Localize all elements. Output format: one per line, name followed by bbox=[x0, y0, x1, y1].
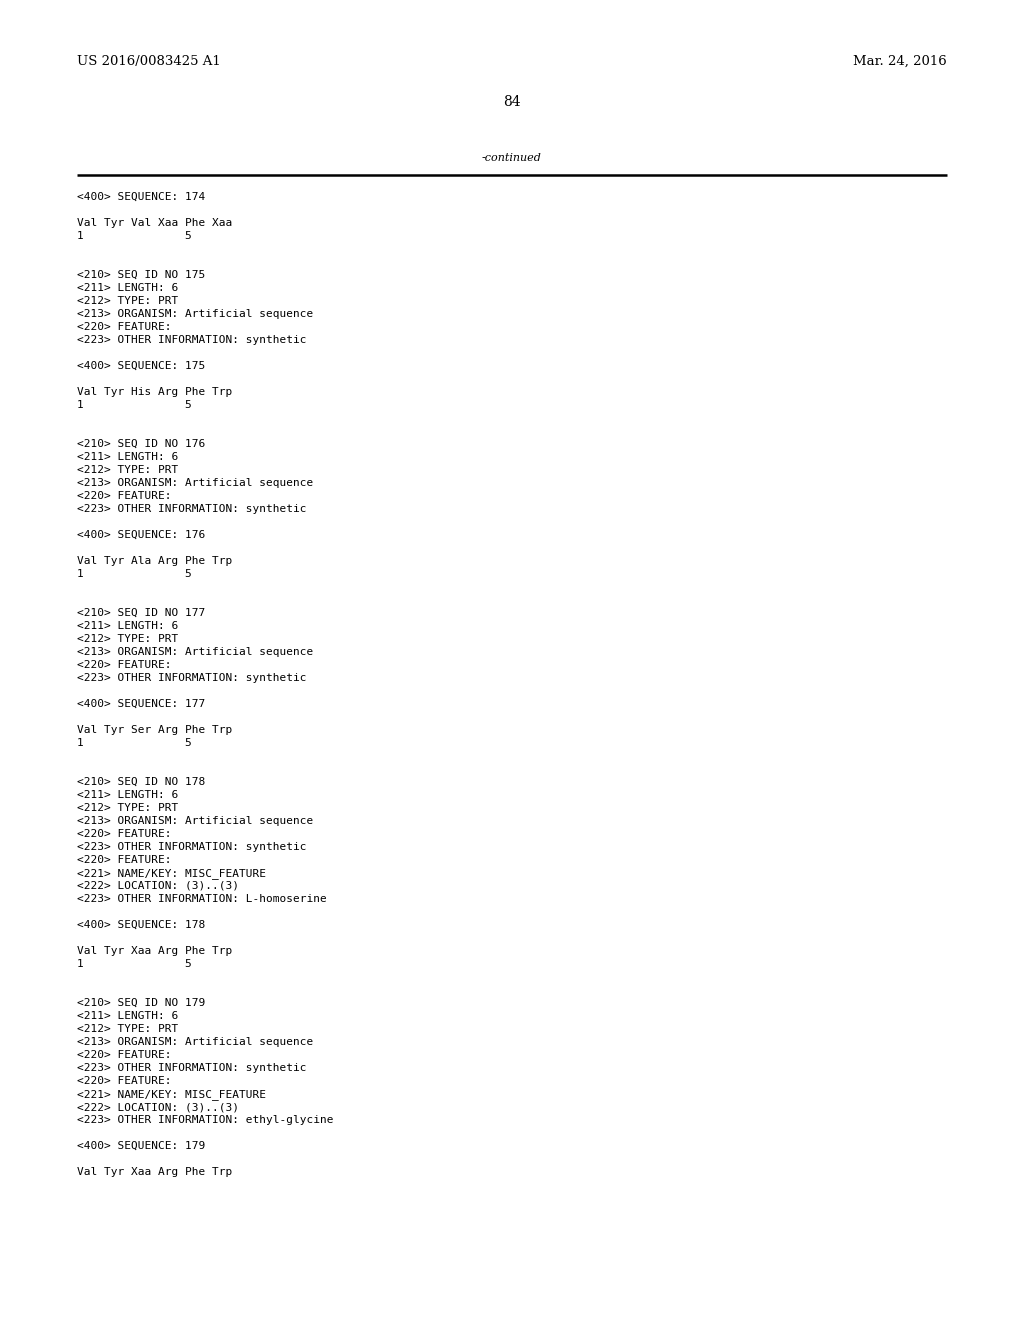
Text: <223> OTHER INFORMATION: synthetic: <223> OTHER INFORMATION: synthetic bbox=[77, 842, 306, 851]
Text: <213> ORGANISM: Artificial sequence: <213> ORGANISM: Artificial sequence bbox=[77, 309, 313, 319]
Text: <213> ORGANISM: Artificial sequence: <213> ORGANISM: Artificial sequence bbox=[77, 816, 313, 826]
Text: 1               5: 1 5 bbox=[77, 569, 191, 579]
Text: <400> SEQUENCE: 179: <400> SEQUENCE: 179 bbox=[77, 1140, 205, 1151]
Text: <400> SEQUENCE: 176: <400> SEQUENCE: 176 bbox=[77, 531, 205, 540]
Text: <212> TYPE: PRT: <212> TYPE: PRT bbox=[77, 465, 178, 475]
Text: Val Tyr Ala Arg Phe Trp: Val Tyr Ala Arg Phe Trp bbox=[77, 556, 232, 566]
Text: <210> SEQ ID NO 176: <210> SEQ ID NO 176 bbox=[77, 440, 205, 449]
Text: <400> SEQUENCE: 178: <400> SEQUENCE: 178 bbox=[77, 920, 205, 931]
Text: <212> TYPE: PRT: <212> TYPE: PRT bbox=[77, 634, 178, 644]
Text: <220> FEATURE:: <220> FEATURE: bbox=[77, 829, 171, 840]
Text: 1               5: 1 5 bbox=[77, 231, 191, 242]
Text: <211> LENGTH: 6: <211> LENGTH: 6 bbox=[77, 282, 178, 293]
Text: <211> LENGTH: 6: <211> LENGTH: 6 bbox=[77, 789, 178, 800]
Text: <222> LOCATION: (3)..(3): <222> LOCATION: (3)..(3) bbox=[77, 880, 239, 891]
Text: <223> OTHER INFORMATION: synthetic: <223> OTHER INFORMATION: synthetic bbox=[77, 504, 306, 513]
Text: <221> NAME/KEY: MISC_FEATURE: <221> NAME/KEY: MISC_FEATURE bbox=[77, 869, 266, 879]
Text: Val Tyr His Arg Phe Trp: Val Tyr His Arg Phe Trp bbox=[77, 387, 232, 397]
Text: <220> FEATURE:: <220> FEATURE: bbox=[77, 1049, 171, 1060]
Text: Val Tyr Val Xaa Phe Xaa: Val Tyr Val Xaa Phe Xaa bbox=[77, 218, 232, 228]
Text: <212> TYPE: PRT: <212> TYPE: PRT bbox=[77, 803, 178, 813]
Text: Val Tyr Xaa Arg Phe Trp: Val Tyr Xaa Arg Phe Trp bbox=[77, 946, 232, 956]
Text: <222> LOCATION: (3)..(3): <222> LOCATION: (3)..(3) bbox=[77, 1102, 239, 1111]
Text: Mar. 24, 2016: Mar. 24, 2016 bbox=[853, 55, 947, 69]
Text: 84: 84 bbox=[503, 95, 521, 110]
Text: <210> SEQ ID NO 178: <210> SEQ ID NO 178 bbox=[77, 777, 205, 787]
Text: <223> OTHER INFORMATION: synthetic: <223> OTHER INFORMATION: synthetic bbox=[77, 673, 306, 682]
Text: <220> FEATURE:: <220> FEATURE: bbox=[77, 855, 171, 865]
Text: <211> LENGTH: 6: <211> LENGTH: 6 bbox=[77, 1011, 178, 1020]
Text: -continued: -continued bbox=[482, 153, 542, 162]
Text: <400> SEQUENCE: 174: <400> SEQUENCE: 174 bbox=[77, 191, 205, 202]
Text: <210> SEQ ID NO 179: <210> SEQ ID NO 179 bbox=[77, 998, 205, 1008]
Text: <220> FEATURE:: <220> FEATURE: bbox=[77, 322, 171, 333]
Text: 1               5: 1 5 bbox=[77, 960, 191, 969]
Text: <213> ORGANISM: Artificial sequence: <213> ORGANISM: Artificial sequence bbox=[77, 1038, 313, 1047]
Text: <400> SEQUENCE: 177: <400> SEQUENCE: 177 bbox=[77, 700, 205, 709]
Text: <223> OTHER INFORMATION: synthetic: <223> OTHER INFORMATION: synthetic bbox=[77, 335, 306, 345]
Text: 1               5: 1 5 bbox=[77, 738, 191, 748]
Text: <211> LENGTH: 6: <211> LENGTH: 6 bbox=[77, 451, 178, 462]
Text: <211> LENGTH: 6: <211> LENGTH: 6 bbox=[77, 620, 178, 631]
Text: <210> SEQ ID NO 175: <210> SEQ ID NO 175 bbox=[77, 271, 205, 280]
Text: <220> FEATURE:: <220> FEATURE: bbox=[77, 660, 171, 671]
Text: <221> NAME/KEY: MISC_FEATURE: <221> NAME/KEY: MISC_FEATURE bbox=[77, 1089, 266, 1100]
Text: <223> OTHER INFORMATION: ethyl-glycine: <223> OTHER INFORMATION: ethyl-glycine bbox=[77, 1115, 333, 1125]
Text: <210> SEQ ID NO 177: <210> SEQ ID NO 177 bbox=[77, 609, 205, 618]
Text: <223> OTHER INFORMATION: synthetic: <223> OTHER INFORMATION: synthetic bbox=[77, 1063, 306, 1073]
Text: US 2016/0083425 A1: US 2016/0083425 A1 bbox=[77, 55, 220, 69]
Text: <213> ORGANISM: Artificial sequence: <213> ORGANISM: Artificial sequence bbox=[77, 647, 313, 657]
Text: <220> FEATURE:: <220> FEATURE: bbox=[77, 491, 171, 502]
Text: <212> TYPE: PRT: <212> TYPE: PRT bbox=[77, 296, 178, 306]
Text: <212> TYPE: PRT: <212> TYPE: PRT bbox=[77, 1024, 178, 1034]
Text: 1               5: 1 5 bbox=[77, 400, 191, 411]
Text: <400> SEQUENCE: 175: <400> SEQUENCE: 175 bbox=[77, 360, 205, 371]
Text: <220> FEATURE:: <220> FEATURE: bbox=[77, 1076, 171, 1086]
Text: <223> OTHER INFORMATION: L-homoserine: <223> OTHER INFORMATION: L-homoserine bbox=[77, 894, 327, 904]
Text: Val Tyr Xaa Arg Phe Trp: Val Tyr Xaa Arg Phe Trp bbox=[77, 1167, 232, 1177]
Text: <213> ORGANISM: Artificial sequence: <213> ORGANISM: Artificial sequence bbox=[77, 478, 313, 488]
Text: Val Tyr Ser Arg Phe Trp: Val Tyr Ser Arg Phe Trp bbox=[77, 725, 232, 735]
